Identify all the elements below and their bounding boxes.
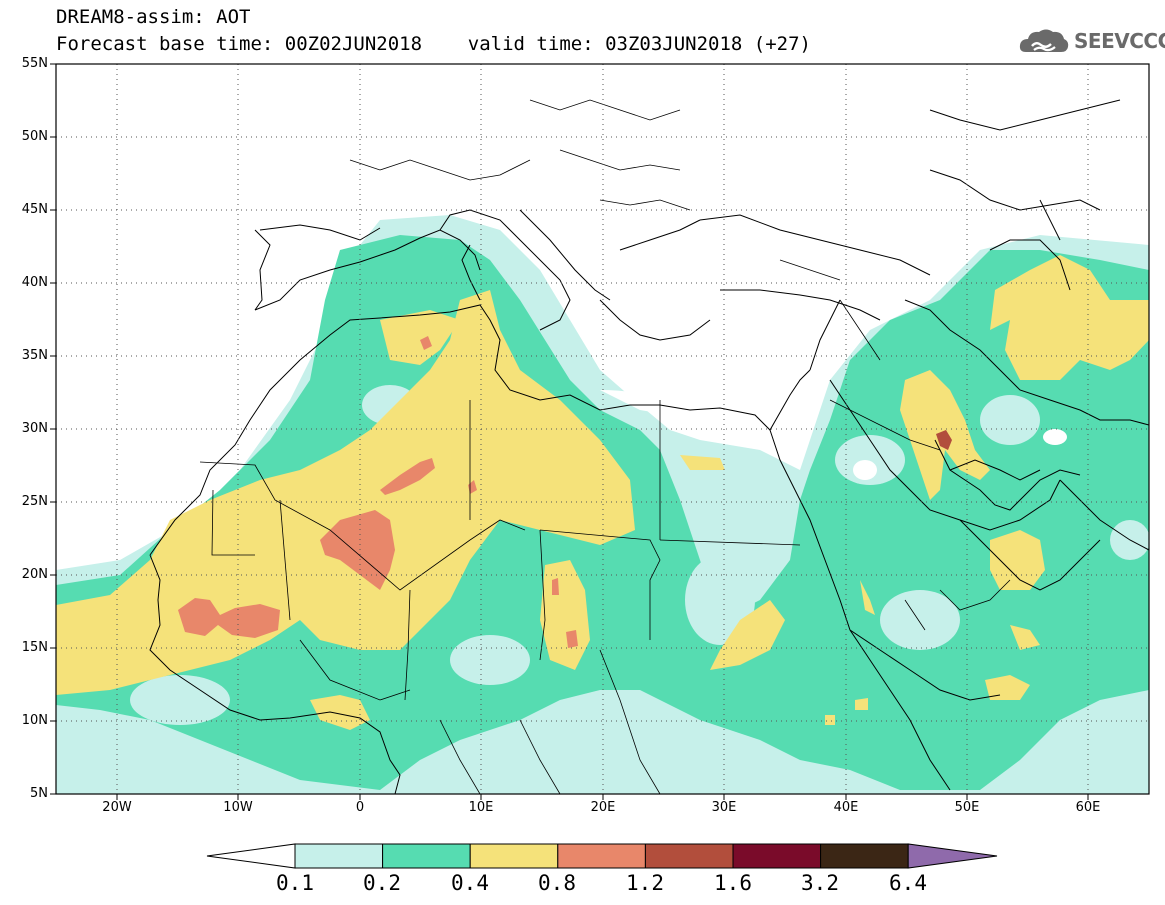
borders <box>199 99 1011 794</box>
logo-text: SEEVCCC <box>1074 29 1165 53</box>
colorbar-swatch <box>644 843 734 869</box>
lat-label: 5N <box>30 786 48 801</box>
lat-label: 20N <box>21 567 48 582</box>
lat-label: 15N <box>21 640 48 655</box>
lon-label: 10E <box>468 800 494 815</box>
lon-label: 50E <box>954 800 980 815</box>
lat-label: 40N <box>21 275 48 290</box>
lat-label: 50N <box>21 129 48 144</box>
lon-label: 10W <box>223 800 253 815</box>
colorbar-swatch <box>557 843 646 869</box>
lon-label: 20W <box>102 800 132 815</box>
lon-label: 30E <box>711 800 737 815</box>
colorbar-label: 6.4 <box>889 871 927 895</box>
colorbar-label: 0.8 <box>538 871 576 895</box>
seevccc-logo: SEEVCCC <box>1018 26 1165 56</box>
colorbar-label: 0.4 <box>451 871 489 895</box>
lat-label: 30N <box>21 421 48 436</box>
title-times: Forecast base time: 00Z02JUN2018 valid t… <box>56 33 811 55</box>
graticule <box>56 64 1149 794</box>
colorbar <box>206 843 998 869</box>
coastlines <box>149 99 1149 794</box>
lat-label: 10N <box>21 713 48 728</box>
lon-label: 20E <box>590 800 616 815</box>
axis-ticks <box>50 63 1089 800</box>
colorbar-swatch <box>732 843 822 869</box>
cloud-icon <box>1019 29 1069 52</box>
lat-label: 55N <box>21 56 48 71</box>
lon-label: 60E <box>1075 800 1101 815</box>
colorbar-swatch <box>469 843 559 869</box>
lat-label: 45N <box>21 202 48 217</box>
aot-light-patches <box>130 385 1149 725</box>
lon-label: 0 <box>355 800 365 815</box>
colorbar-under-triangle <box>206 843 296 869</box>
lat-label: 35N <box>21 348 48 363</box>
lon-label: 40E <box>833 800 859 815</box>
aot-clear-patches <box>600 390 1067 480</box>
colorbar-label: 0.2 <box>363 871 401 895</box>
aot-band-1-2 <box>936 430 952 450</box>
colorbar-swatch <box>382 843 471 869</box>
colorbar-label: 1.2 <box>626 871 664 895</box>
colorbar-label: 1.6 <box>714 871 752 895</box>
colorbar-swatch <box>820 843 909 869</box>
colorbar-label: 0.1 <box>276 871 314 895</box>
colorbar-over-triangle <box>907 843 998 869</box>
lat-label: 25N <box>21 494 48 509</box>
colorbar-swatch <box>294 843 384 869</box>
colorbar-label: 3.2 <box>801 871 839 895</box>
aot-band-0-4 <box>56 255 1149 730</box>
title-product: DREAM8-assim: AOT <box>56 6 251 28</box>
